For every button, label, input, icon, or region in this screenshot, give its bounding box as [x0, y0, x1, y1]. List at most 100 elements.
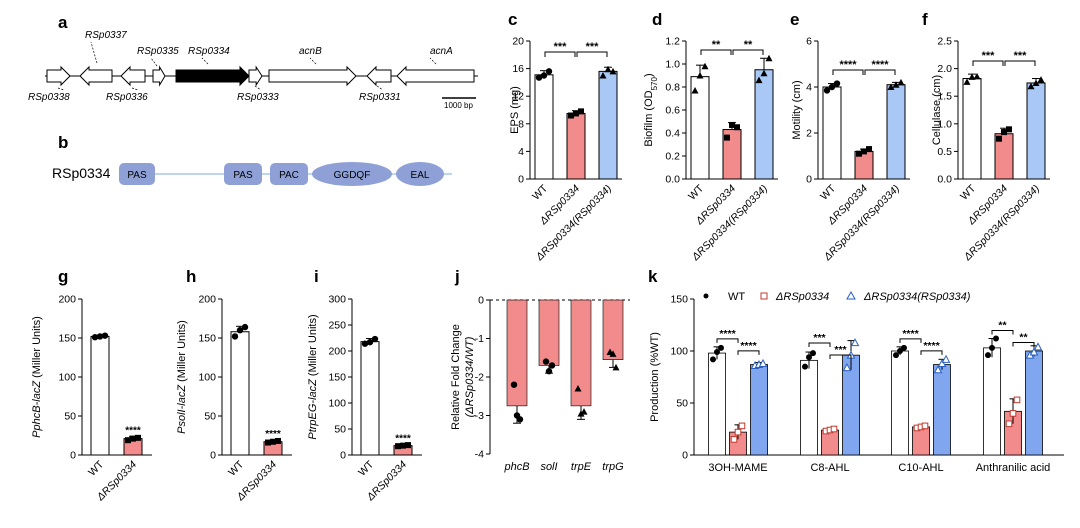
y-tick-label: 50 [204, 411, 216, 423]
panel-letter-h: h [186, 267, 196, 286]
data-point [573, 110, 579, 117]
y-axis-label: PsolI-lacZ (Miller Units) [176, 320, 188, 434]
y-tick-label: 0.2 [665, 151, 680, 163]
significance-label: *** [834, 344, 847, 356]
x-tick-label: WT [686, 182, 706, 202]
panel-letter-e: e [790, 10, 799, 29]
axis-label-part: ) [643, 73, 655, 77]
data-point [734, 428, 742, 436]
data-point [887, 83, 895, 90]
x-tick-label: trpE [571, 461, 592, 473]
y-axis-label-2: (ΔRSp0334/WT) [464, 336, 476, 417]
data-point [760, 69, 768, 77]
data-point [604, 65, 612, 73]
significance-label: **** [871, 59, 889, 71]
axis-label-part: (Miller Units) [307, 314, 319, 379]
significance-bracket [576, 51, 608, 57]
significance-bracket [1012, 342, 1035, 347]
data-point [516, 416, 524, 423]
y-tick-label: -4 [475, 449, 484, 461]
y-axis-label: Biofilm (OD570) [643, 73, 659, 146]
legend-label: ΔRSp0334(RSp0334) [863, 291, 971, 303]
gene-label: RSp0335 [137, 46, 179, 57]
gene-arrow-rsp0335 [152, 65, 166, 87]
significance-bracket [991, 330, 1014, 335]
panel-letter-g: g [58, 267, 68, 286]
gene-arrow-acnb [268, 65, 357, 87]
significance-bracket [716, 338, 739, 343]
gene-arrow-rsp0333 [248, 65, 263, 87]
y-tick-label: 2 [806, 128, 812, 140]
gene-label-leader [57, 87, 65, 91]
data-point [609, 350, 617, 357]
y-tick-label: 1.0 [665, 59, 680, 71]
data-point [730, 436, 738, 443]
y-tick-label: 6 [806, 36, 812, 48]
y-tick-label: -1 [475, 333, 484, 345]
data-point [933, 365, 943, 374]
y-tick-label: 1.5 [937, 91, 952, 103]
data-point [580, 408, 588, 415]
significance-bracket [899, 338, 922, 343]
data-point [265, 439, 271, 446]
data-point [101, 332, 109, 339]
data-point [691, 86, 699, 94]
bar [891, 350, 909, 456]
data-point [724, 134, 730, 141]
data-point [937, 358, 947, 367]
panel-letter-k: k [648, 267, 658, 286]
data-point [755, 76, 763, 84]
bar [506, 299, 528, 407]
x-tick-label: WT [226, 458, 246, 478]
x-tick-label: phcB [503, 461, 529, 473]
bar [750, 364, 768, 456]
y-tick-label: 8 [518, 118, 524, 130]
y-tick-label: 150 [198, 333, 216, 345]
significance-label: **** [125, 425, 141, 436]
data-point [361, 340, 369, 347]
data-point [91, 334, 99, 341]
x-group-label: C10-AHL [898, 462, 943, 474]
y-tick-label: -3 [475, 410, 484, 422]
x-tick-label: trpG [602, 461, 624, 473]
data-point [395, 443, 401, 450]
data-point [599, 72, 607, 79]
y-tick-label: 100 [670, 346, 688, 358]
y-tick-label: 0.0 [665, 174, 680, 186]
data-point [1027, 82, 1035, 90]
significance-bracket [700, 49, 732, 55]
data-point [1009, 410, 1017, 417]
data-point [405, 442, 411, 449]
data-point [1032, 79, 1040, 86]
data-point [366, 338, 374, 346]
data-point [810, 350, 816, 357]
gene-label-leader [90, 41, 98, 64]
data-point [861, 148, 867, 155]
y-tick-label: 0.6 [665, 105, 680, 117]
data-point [231, 333, 239, 340]
data-point [842, 363, 852, 372]
y-tick-label: 100 [58, 372, 76, 384]
data-point [609, 67, 617, 75]
y-axis-label: Cellulase (cm) [931, 75, 943, 145]
bar [962, 78, 982, 180]
bar [886, 84, 906, 180]
bar [570, 299, 592, 407]
chart-soli-lacz: h 0 50 100 150 200 PsolI-lacZ (Miller Units) WT… [176, 267, 292, 504]
gene-label: RSp0336 [106, 92, 148, 103]
bar [822, 86, 842, 180]
legend-label: ΔRSp0334 [775, 291, 829, 303]
domain-label: PAC [279, 170, 299, 181]
y-tick-label: 200 [328, 346, 346, 358]
panel-letter-a: a [58, 13, 68, 32]
axis-label-part: Biofilm (OD [643, 90, 655, 146]
gene-label-leader [376, 85, 384, 91]
significance-label: *** [982, 50, 996, 62]
legend-marker-mutant [760, 292, 768, 300]
domain-label: PAS [233, 170, 253, 181]
y-tick-label: 0.0 [937, 174, 952, 186]
panel-letter-d: d [652, 10, 662, 29]
y-tick-label: 200 [198, 294, 216, 306]
gene-arrow-rsp0334 [175, 65, 250, 87]
